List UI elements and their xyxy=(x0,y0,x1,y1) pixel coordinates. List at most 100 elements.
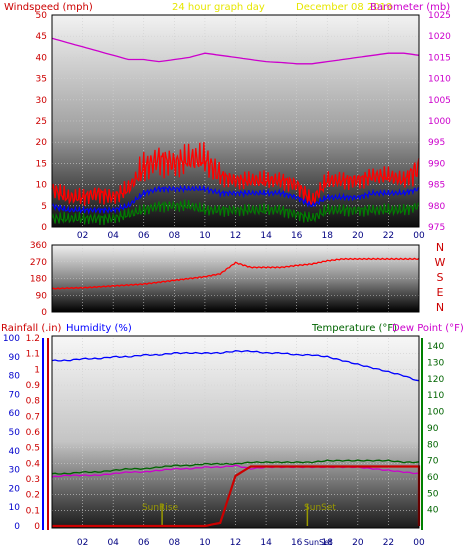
barometer-tick: 980 xyxy=(428,202,445,212)
wind-direction-line xyxy=(51,257,420,290)
rainfall-tick: 0.5 xyxy=(26,444,40,454)
humidity-tick: 50 xyxy=(9,428,21,438)
x-tick-label: 10 xyxy=(199,231,211,241)
barometer-tick: 995 xyxy=(428,138,445,148)
rainfall-tick: 1 xyxy=(34,365,40,375)
x-tick-label: 08 xyxy=(169,231,181,241)
humidity-tick: 0 xyxy=(14,522,20,532)
humidity-tick: 60 xyxy=(9,409,21,419)
x-tick-label: 00 xyxy=(413,231,425,241)
x-tick-label: 12 xyxy=(230,231,241,241)
windspeed-tick: 40 xyxy=(36,53,48,63)
rainfall-tick-labels: 0 0.1 0.2 0.3 0.4 0.5 0.6 0.7 0.8 0.9 1 1.1 1.2 xyxy=(26,334,41,532)
compass-letter: W xyxy=(435,256,446,269)
rainfall-tick: 0.2 xyxy=(26,491,40,501)
climate-time-tick-labels: 02 04 06 08 10 12 14 16 18 20 22 00 xyxy=(77,538,425,548)
temperature-tick: 130 xyxy=(427,359,444,369)
windspeed-tick: 15 xyxy=(36,159,47,169)
direction-tick-labels: 0 90 180 270 360 xyxy=(30,241,47,318)
barometer-tick: 1025 xyxy=(428,11,451,21)
direction-plot-frame xyxy=(51,244,420,313)
humidity-tick: 100 xyxy=(3,334,20,344)
x-tick-label: 00 xyxy=(413,538,425,548)
x-tick-label: 08 xyxy=(169,538,181,548)
wind-gust-line xyxy=(51,142,420,206)
windspeed-tick: 30 xyxy=(36,96,48,106)
dew-point-axis-title: Dew Point (°F) xyxy=(392,323,464,334)
rainfall-tick: 0.9 xyxy=(26,381,41,391)
rainfall-tick: 0.7 xyxy=(26,412,40,422)
barometer-line xyxy=(51,37,420,65)
temperature-tick: 40 xyxy=(427,506,439,516)
humidity-tick: 80 xyxy=(9,372,21,382)
wind-low-line xyxy=(51,199,420,226)
climate-plot-frame xyxy=(51,335,420,529)
barometer-tick: 1010 xyxy=(428,75,451,85)
x-tick-label: 16 xyxy=(291,231,303,241)
direction-tick: 360 xyxy=(30,241,47,251)
windspeed-axis-title: Windspeed (mph) xyxy=(4,2,93,13)
temperature-axis-title: Temperature (°F) xyxy=(311,323,397,334)
windspeed-tick: 10 xyxy=(36,181,48,191)
barometer-tick: 1015 xyxy=(428,53,451,63)
compass-letter: S xyxy=(437,271,444,284)
temperature-tick: 100 xyxy=(427,408,444,418)
temperature-tick: 120 xyxy=(427,375,444,385)
x-tick-label: 22 xyxy=(383,538,394,548)
windspeed-tick: 35 xyxy=(36,75,47,85)
temperature-tick: 90 xyxy=(427,424,439,434)
direction-tick: 180 xyxy=(30,275,47,285)
temperature-tick: 140 xyxy=(427,342,444,352)
sun-markers xyxy=(161,504,309,526)
x-tick-label: 14 xyxy=(260,231,272,241)
barometer-tick-labels: 975 980 985 990 995 1000 1005 1010 1015 1020 1025 xyxy=(428,11,451,233)
wind-series xyxy=(51,37,420,226)
barometer-tick: 975 xyxy=(428,223,445,233)
windspeed-tick: 0 xyxy=(41,223,47,233)
barometer-tick: 1005 xyxy=(428,96,451,106)
temperature-tick: 80 xyxy=(427,440,439,450)
barometer-tick: 1020 xyxy=(428,32,451,42)
rainfall-tick: 0 xyxy=(34,522,40,532)
x-tick-label: 16 xyxy=(291,538,303,548)
rainfall-line xyxy=(52,465,421,528)
direction-series xyxy=(51,257,420,290)
x-tick-label: 02 xyxy=(77,231,88,241)
direction-tick: 0 xyxy=(41,308,47,318)
windspeed-tick: 20 xyxy=(36,138,48,148)
windspeed-tick: 50 xyxy=(36,11,48,21)
x-tick-label: 04 xyxy=(107,538,119,548)
wind-time-tick-labels: 02 04 06 08 10 12 14 16 18 20 22 00 xyxy=(77,231,425,241)
windspeed-tick: 25 xyxy=(36,117,47,127)
graph-period-title: 24 hour graph day xyxy=(172,2,265,13)
x-tick-label: 04 xyxy=(107,231,119,241)
windspeed-tick-labels: 0 5 10 15 20 25 30 35 40 45 50 xyxy=(36,11,48,233)
humidity-tick: 40 xyxy=(9,447,21,457)
wind-plot-frame xyxy=(51,14,420,228)
x-tick-label: 10 xyxy=(199,538,211,548)
temperature-tick: 60 xyxy=(427,473,439,483)
x-tick-label: 18 xyxy=(322,538,334,548)
x-tick-label: 20 xyxy=(352,538,364,548)
rainfall-axis-title: Rainfall (.in) xyxy=(1,323,62,334)
compass-letter: N xyxy=(436,241,444,254)
humidity-tick: 10 xyxy=(9,503,21,513)
humidity-line xyxy=(51,350,420,382)
direction-tick: 90 xyxy=(36,291,48,301)
humidity-tick: 20 xyxy=(9,484,21,494)
rainfall-tick: 0.6 xyxy=(26,428,41,438)
windspeed-tick: 45 xyxy=(36,32,47,42)
barometer-tick: 1000 xyxy=(428,117,451,127)
x-tick-label: 02 xyxy=(77,538,88,548)
barometer-axis-title: Barometer (mb) xyxy=(370,2,450,13)
compass-letter: E xyxy=(437,286,444,299)
humidity-tick: 70 xyxy=(9,390,21,400)
barometer-tick: 985 xyxy=(428,181,445,191)
x-tick-label: 14 xyxy=(260,538,272,548)
rainfall-tick: 0.4 xyxy=(26,459,41,469)
rainfall-tick: 1.2 xyxy=(26,334,40,344)
sunset-axis-label: SunSet xyxy=(304,538,332,547)
temperature-tick-labels: 40 50 60 70 80 90 100 110 120 130 140 xyxy=(427,342,444,515)
rainfall-tick: 1.1 xyxy=(26,350,40,360)
